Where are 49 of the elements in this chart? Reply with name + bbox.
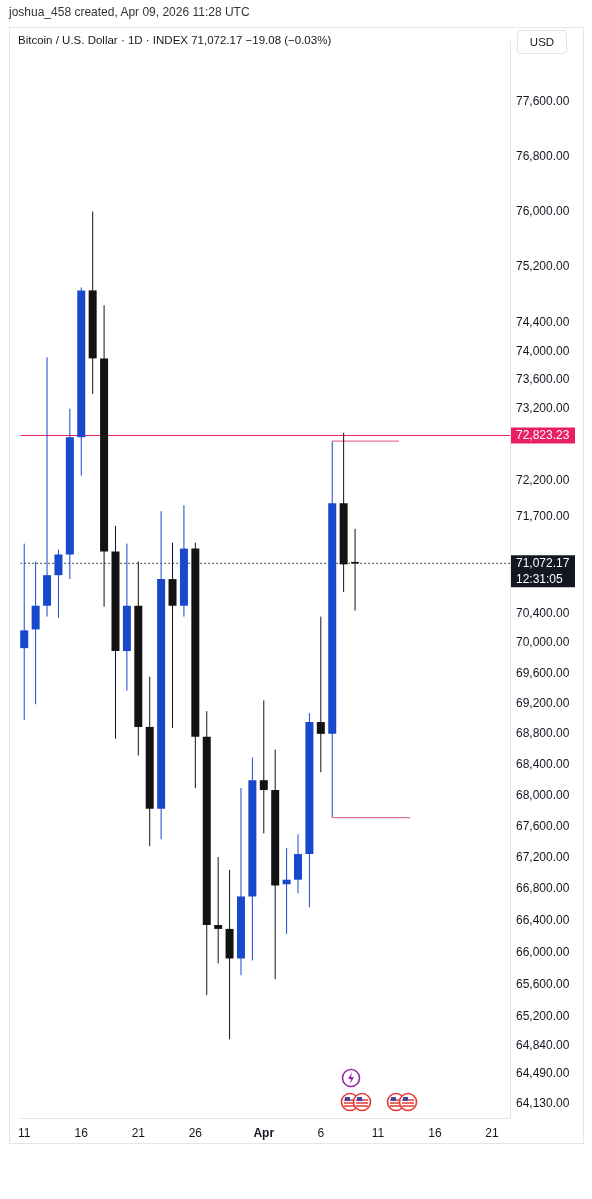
y-tick-label: 77,600.00 (516, 94, 570, 109)
y-tick-label: 67,200.00 (516, 849, 570, 864)
x-tick-label: 6 (317, 1125, 325, 1140)
y-tick-label: 66,400.00 (516, 912, 570, 927)
x-tick-label: 16 (428, 1125, 442, 1140)
y-tick-label: 64,490.00 (516, 1066, 570, 1081)
y-tick-label: 72,200.00 (516, 472, 570, 487)
y-tick-label: 73,200.00 (516, 400, 570, 415)
y-tick-label: 66,800.00 (516, 881, 570, 896)
x-tick-label: 16 (74, 1125, 89, 1140)
candlestick (31, 560, 40, 705)
x-tick-label: 11 (371, 1125, 385, 1140)
candlestick (43, 356, 52, 618)
y-tick-label: 67,600.00 (516, 818, 570, 833)
y-tick-label: 73,600.00 (516, 372, 570, 387)
candlestick (54, 549, 63, 619)
chart-title: Bitcoin / U.S. Dollar · 1D · INDEX 71,072.17 −19.08 (−0.03%) (18, 34, 332, 46)
candlestick (316, 616, 325, 773)
y-tick-label: 74,000.00 (516, 343, 570, 358)
y-tick-label: 69,200.00 (516, 695, 570, 710)
y-tick-label: 71,700.00 (516, 509, 570, 524)
y-tick-label: 64,840.00 (516, 1037, 570, 1052)
y-tick-label: 74,400.00 (516, 315, 570, 330)
x-tick-label: Apr (253, 1125, 275, 1140)
x-tick-label: 11 (17, 1125, 31, 1140)
candlestick (20, 543, 29, 721)
y-tick-label: 76,800.00 (516, 148, 570, 163)
y-tick-label: 70,400.00 (516, 605, 570, 620)
ref-line-label: 72,823.23 (516, 427, 570, 442)
y-tick-label: 68,400.00 (516, 756, 570, 771)
y-tick-label: 75,200.00 (516, 259, 570, 274)
y-tick-label: 65,600.00 (516, 976, 570, 991)
x-tick-label: 26 (188, 1125, 203, 1140)
y-tick-label: 64,130.00 (516, 1095, 570, 1110)
y-tick-label: 66,000.00 (516, 944, 570, 959)
y-tick-label: 70,000.00 (516, 635, 570, 650)
y-tick-label: 68,000.00 (516, 787, 570, 802)
ref-line-label: 71,072.17 (516, 555, 570, 570)
text: 12:31:05 (516, 571, 564, 586)
x-tick-label: 21 (485, 1125, 499, 1140)
y-tick-label: 65,200.00 (516, 1008, 570, 1023)
y-tick-label: 68,800.00 (516, 726, 570, 741)
candlestick (214, 856, 223, 964)
y-tick-label: 69,600.00 (516, 665, 570, 680)
y-axis-title: USD (517, 30, 567, 54)
x-tick-label: 21 (131, 1125, 146, 1140)
text: joshua_458 created, Apr 09, 2026 11:28 UTC (9, 5, 250, 19)
y-tick-label: 76,000.00 (516, 203, 570, 218)
candlestick (259, 699, 268, 834)
